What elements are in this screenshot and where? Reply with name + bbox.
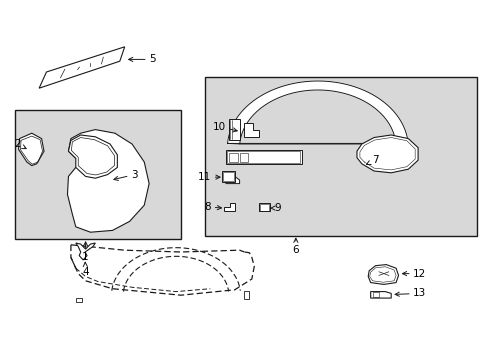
Bar <box>222 171 234 182</box>
Polygon shape <box>224 203 234 211</box>
Text: 10: 10 <box>212 122 237 132</box>
Bar <box>15 110 181 239</box>
Polygon shape <box>68 135 117 178</box>
Text: 6: 6 <box>292 238 299 255</box>
Bar <box>244 291 249 299</box>
Polygon shape <box>367 265 398 284</box>
Bar <box>228 153 237 162</box>
Bar <box>260 204 268 211</box>
Bar <box>223 172 233 181</box>
Text: 13: 13 <box>394 288 426 298</box>
Polygon shape <box>39 47 124 88</box>
Bar <box>228 119 239 140</box>
Bar <box>76 298 81 302</box>
Polygon shape <box>76 243 95 260</box>
Text: 9: 9 <box>270 203 281 213</box>
Text: 4: 4 <box>82 262 89 277</box>
Bar <box>205 77 476 236</box>
Bar <box>225 150 301 164</box>
Text: 11: 11 <box>198 172 220 182</box>
Text: 8: 8 <box>204 202 221 212</box>
Polygon shape <box>370 292 390 298</box>
Text: 12: 12 <box>402 269 426 279</box>
Bar <box>239 153 248 162</box>
Polygon shape <box>225 174 239 184</box>
Polygon shape <box>67 130 149 232</box>
Polygon shape <box>227 81 407 144</box>
Text: 1: 1 <box>82 242 89 262</box>
Polygon shape <box>244 123 259 137</box>
Text: 3: 3 <box>114 170 138 180</box>
Text: 7: 7 <box>366 155 378 165</box>
Text: 5: 5 <box>128 54 156 64</box>
Text: 2: 2 <box>14 139 26 149</box>
Polygon shape <box>19 133 44 166</box>
Polygon shape <box>356 135 417 173</box>
Bar <box>259 203 269 211</box>
Bar <box>227 151 299 163</box>
Bar <box>372 292 379 297</box>
